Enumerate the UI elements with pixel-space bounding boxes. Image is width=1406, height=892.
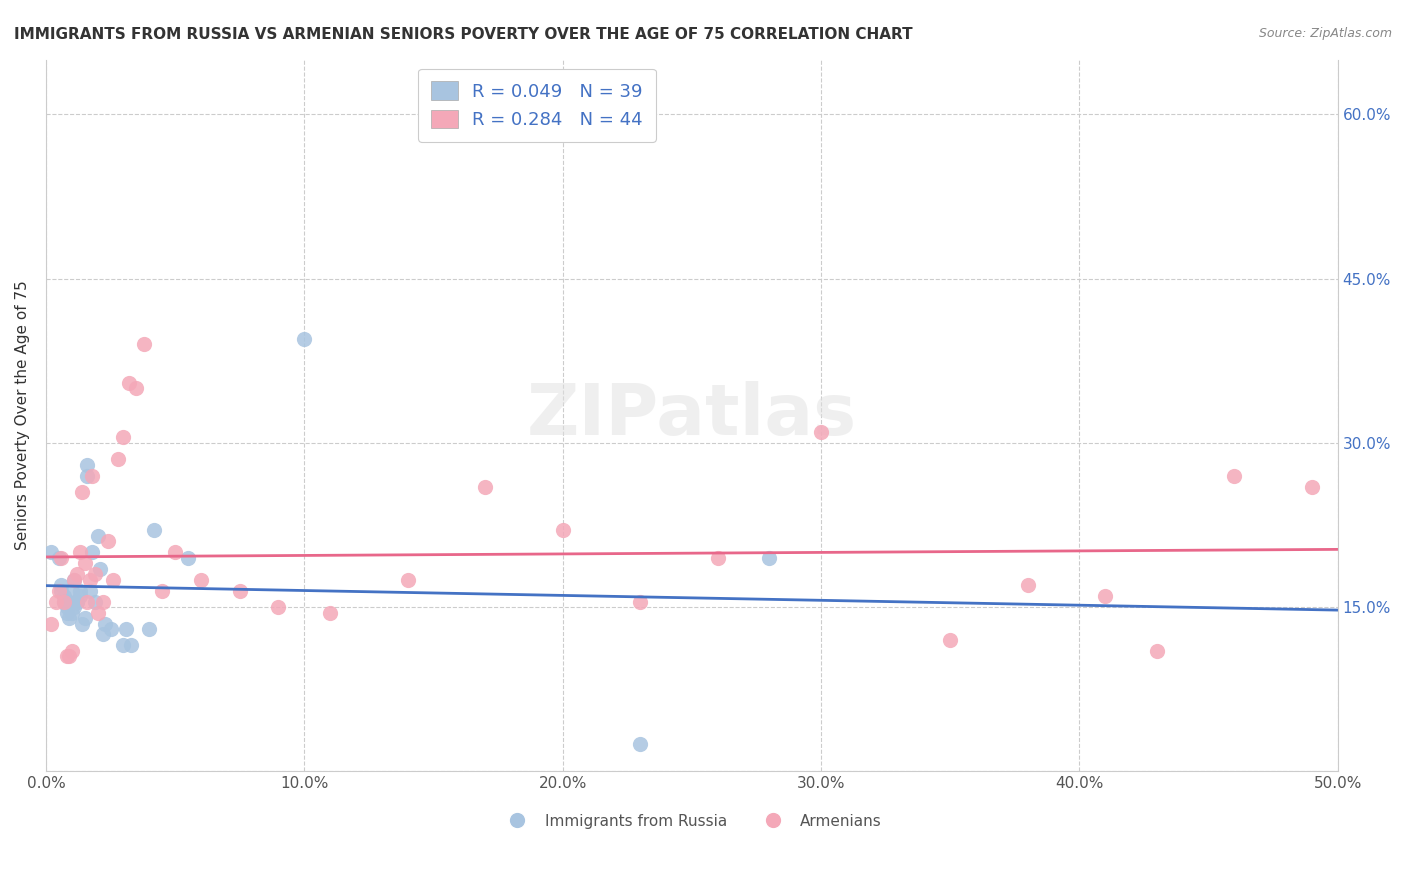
Point [69,589,91,603]
Point [1223,468,1246,483]
Point [39,616,62,631]
Point [86,529,108,543]
Point [82,468,104,483]
Point [107,452,129,467]
Point [1017,578,1039,592]
Point [58,611,80,625]
Point [60,644,83,658]
Point [48,583,70,598]
Point [84,594,107,608]
Point [190,573,212,587]
Point [39,545,62,559]
Point [551,524,574,538]
Point [939,632,962,647]
Point [70,485,93,500]
Point [82,545,104,559]
Point [228,583,250,598]
Point [292,332,315,346]
Point [706,550,728,565]
Point [66,594,89,608]
Point [73,557,96,571]
Point [76,594,98,608]
Point [48,550,70,565]
Point [396,573,419,587]
Point [63,573,86,587]
Point [1094,589,1116,603]
Y-axis label: Seniors Poverty Over the Age of 75: Seniors Poverty Over the Age of 75 [15,281,30,550]
Point [112,430,135,444]
Point [120,639,142,653]
Point [51,550,73,565]
Point [60,583,83,598]
Point [112,639,135,653]
Point [66,567,89,582]
Point [628,737,651,751]
Point [66,594,89,608]
Point [45,594,67,608]
Text: ZIPatlas: ZIPatlas [527,381,856,450]
Point [319,606,342,620]
Point [758,550,780,565]
Point [79,573,101,587]
Point [125,381,148,395]
Point [53,589,76,603]
Point [138,622,160,636]
Point [117,376,139,390]
Point [76,468,98,483]
Point [134,337,156,351]
Point [69,583,91,598]
Point [53,594,76,608]
Point [165,545,187,559]
Point [51,583,73,598]
Point [100,622,122,636]
Point [76,458,98,472]
Point [79,583,101,598]
Point [55,606,77,620]
Point [150,583,173,598]
Point [91,594,114,608]
Point [73,611,96,625]
Point [55,649,77,664]
Point [53,594,76,608]
Point [69,545,91,559]
Text: Source: ZipAtlas.com: Source: ZipAtlas.com [1258,27,1392,40]
Point [58,649,80,664]
Point [60,606,83,620]
Point [63,600,86,615]
Point [628,594,651,608]
Point [115,622,138,636]
Text: IMMIGRANTS FROM RUSSIA VS ARMENIAN SENIORS POVERTY OVER THE AGE OF 75 CORRELATIO: IMMIGRANTS FROM RUSSIA VS ARMENIAN SENIO… [14,27,912,42]
Point [70,616,93,631]
Point [55,600,77,615]
Point [63,573,86,587]
Point [177,550,200,565]
Point [58,594,80,608]
Point [86,606,108,620]
Point [94,616,117,631]
Point [101,573,124,587]
Point [810,425,832,439]
Point [143,524,166,538]
Point [267,600,290,615]
Point [1301,480,1323,494]
Point [474,480,496,494]
Point [91,627,114,641]
Point [89,562,111,576]
Point [51,578,73,592]
Point [97,534,120,549]
Legend: Immigrants from Russia, Armenians: Immigrants from Russia, Armenians [496,807,889,835]
Point [84,567,107,582]
Point [1146,644,1168,658]
